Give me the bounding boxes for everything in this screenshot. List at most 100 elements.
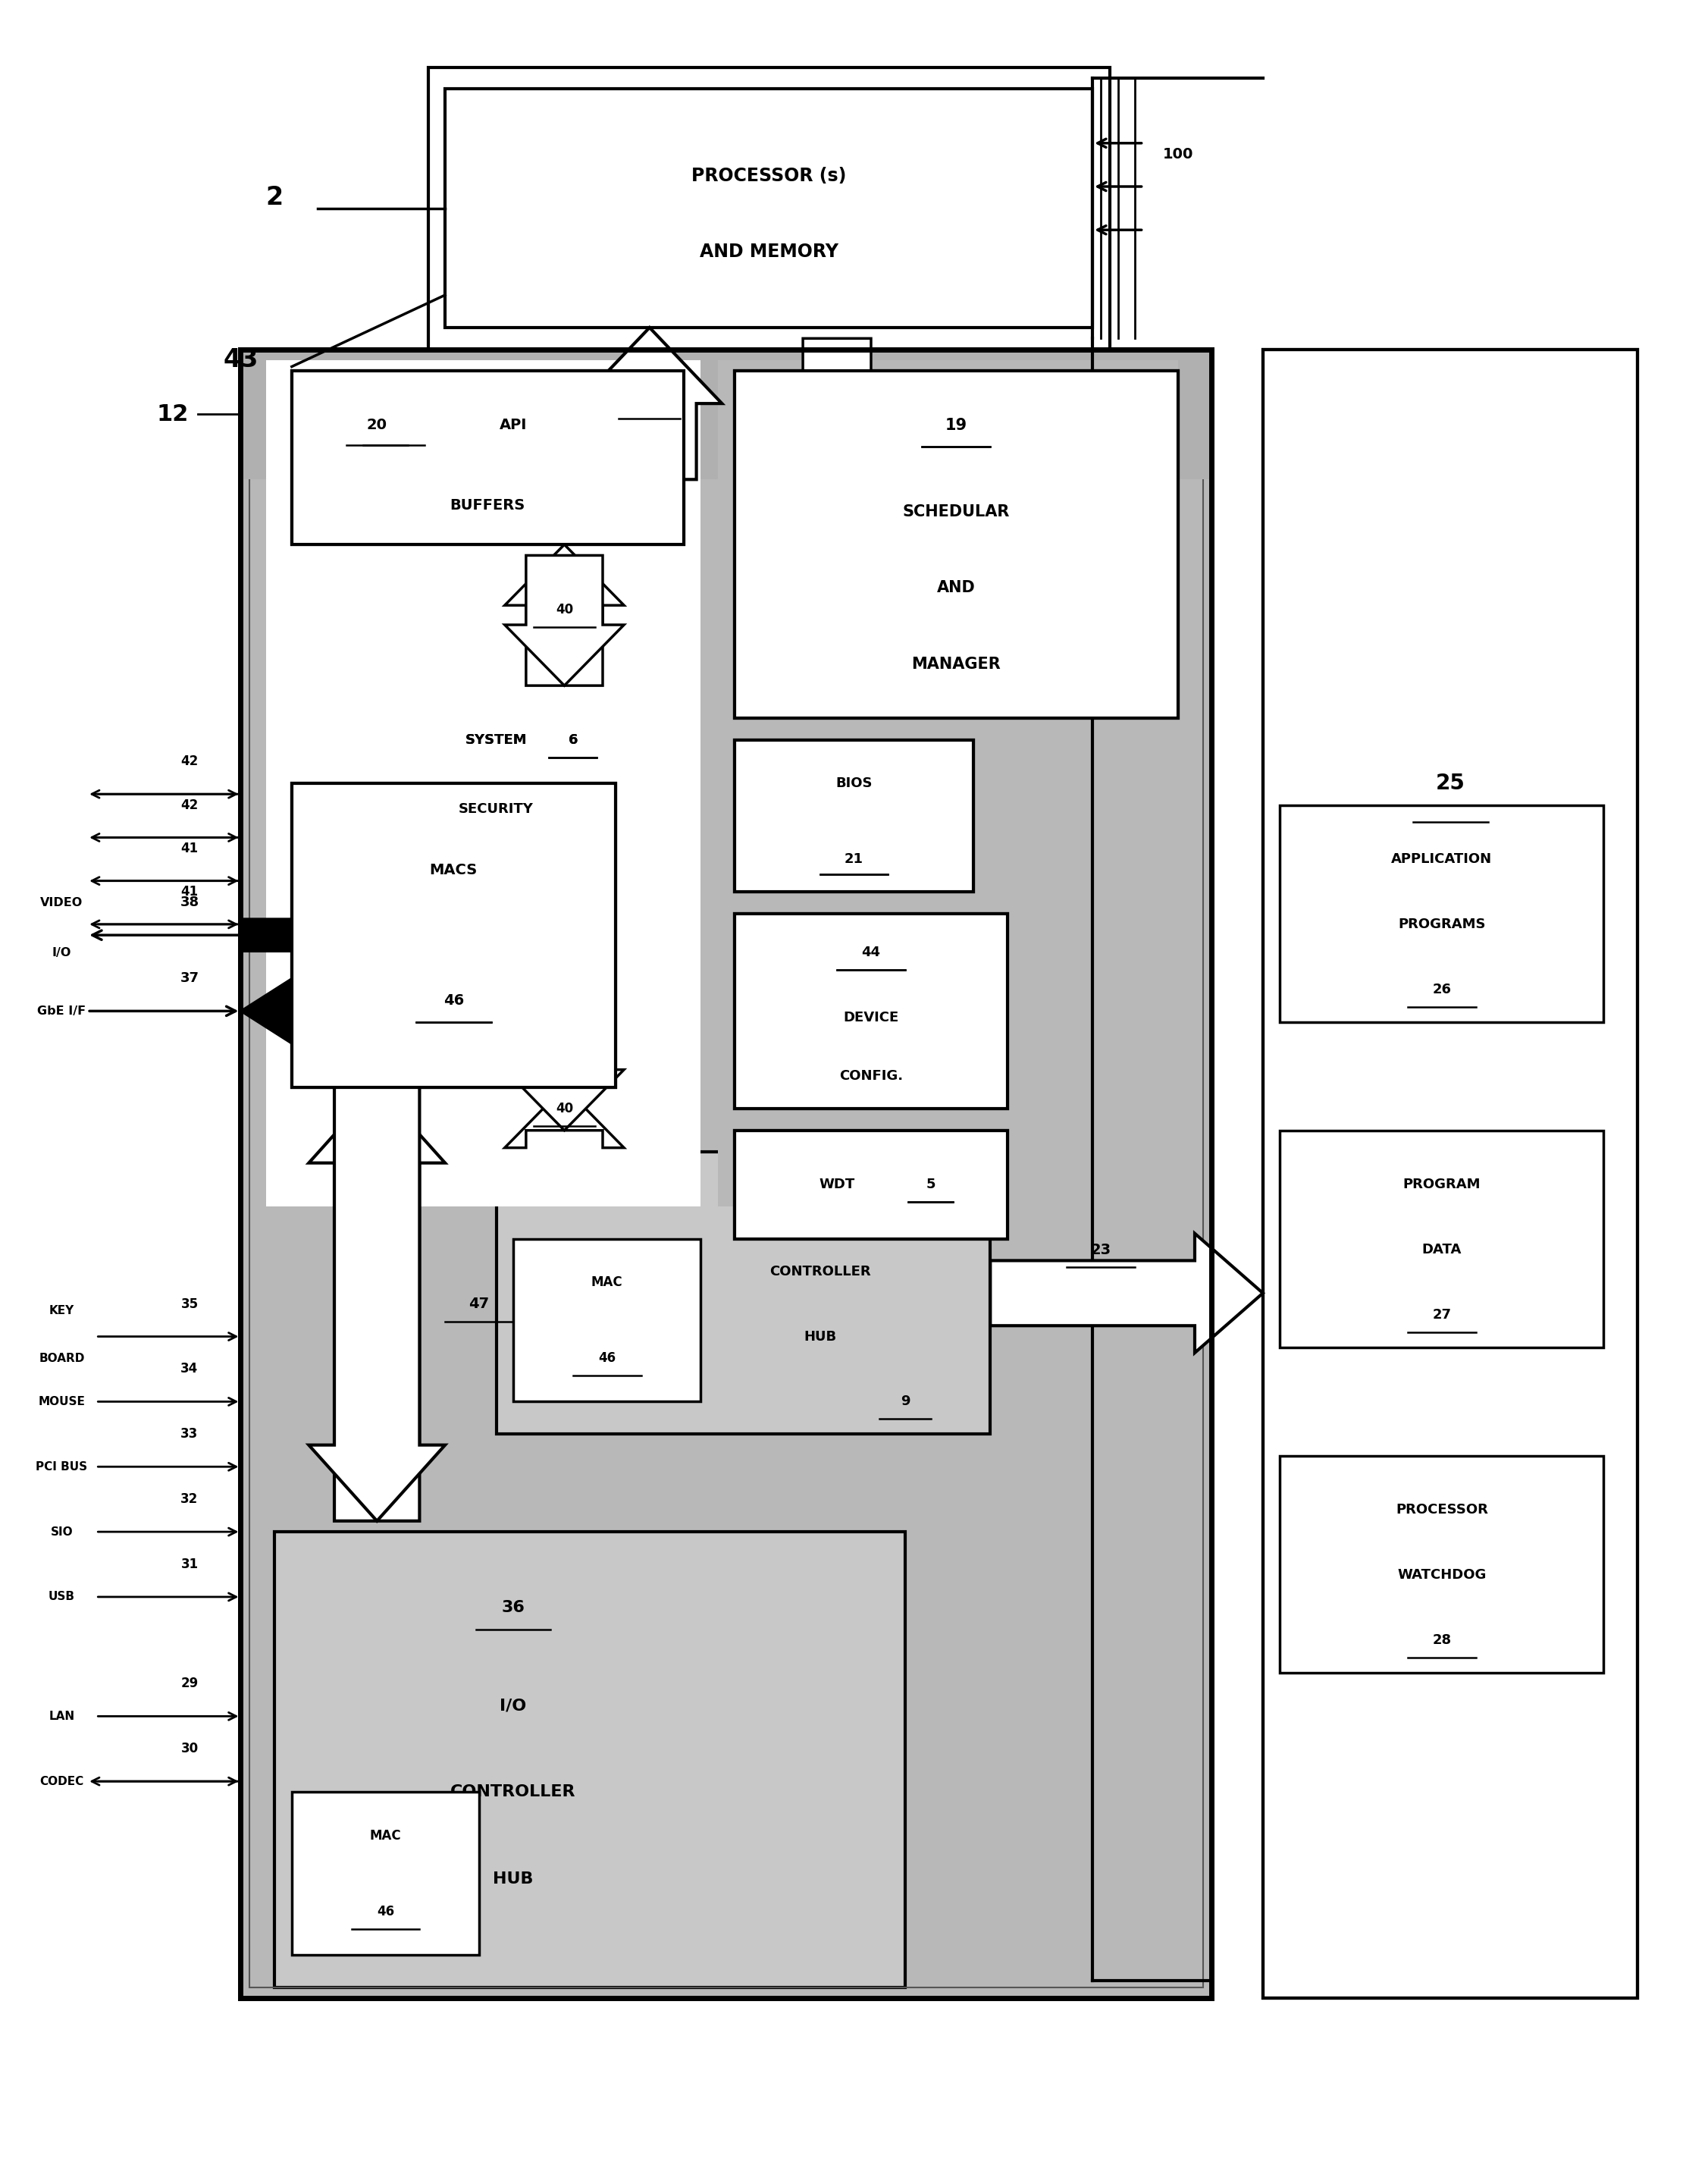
- Text: HUB: HUB: [494, 1872, 533, 1887]
- Text: MACS: MACS: [430, 863, 478, 878]
- Bar: [446, 89, 1093, 328]
- Text: 5: 5: [926, 1178, 936, 1191]
- Bar: [275, 1533, 905, 1987]
- Text: MOUSE: MOUSE: [38, 1396, 85, 1407]
- Text: 28: 28: [1433, 1633, 1452, 1648]
- Text: 47: 47: [470, 1296, 490, 1311]
- Text: 20: 20: [367, 417, 388, 433]
- FancyArrow shape: [577, 328, 722, 480]
- Text: 40: 40: [640, 396, 659, 411]
- Text: SYSTEM: SYSTEM: [465, 733, 528, 746]
- Text: 21: 21: [844, 852, 864, 865]
- Text: WDT: WDT: [820, 1178, 856, 1191]
- Text: DEVICE: DEVICE: [844, 1011, 898, 1024]
- Bar: [292, 1791, 480, 1954]
- Bar: [1279, 1130, 1604, 1348]
- Bar: [734, 739, 974, 891]
- Text: VIDEO: VIDEO: [41, 898, 84, 909]
- Text: BIOS: BIOS: [835, 776, 873, 789]
- Text: 34: 34: [181, 1363, 198, 1376]
- Text: 19: 19: [945, 417, 967, 433]
- FancyArrow shape: [241, 902, 497, 967]
- Bar: [292, 372, 683, 544]
- Text: 40: 40: [555, 1102, 574, 1115]
- Text: LAN: LAN: [50, 1711, 75, 1722]
- Text: I/O: I/O: [500, 1698, 526, 1713]
- Text: APPLICATION: APPLICATION: [1392, 852, 1493, 865]
- Text: 38: 38: [179, 896, 200, 909]
- Text: 46: 46: [377, 1904, 395, 1917]
- Text: 5: 5: [926, 1178, 936, 1191]
- Text: DATA: DATA: [1423, 1244, 1462, 1257]
- Text: 40: 40: [555, 602, 574, 617]
- Bar: [249, 361, 1202, 1987]
- Text: 26: 26: [1433, 983, 1452, 996]
- Text: BIOS: BIOS: [835, 776, 873, 789]
- Text: SYSTEM: SYSTEM: [465, 733, 528, 746]
- FancyArrow shape: [506, 1070, 623, 1130]
- FancyArrow shape: [309, 1087, 446, 1522]
- Text: 12: 12: [157, 404, 188, 426]
- Text: 100: 100: [1163, 148, 1192, 161]
- Text: CODEC: CODEC: [39, 1776, 84, 1787]
- FancyArrow shape: [506, 554, 623, 685]
- Text: PCI BUS: PCI BUS: [36, 1461, 87, 1472]
- Text: 42: 42: [181, 798, 198, 811]
- Bar: [1262, 350, 1638, 1998]
- FancyArrow shape: [506, 544, 623, 685]
- Text: PROCESSOR (s): PROCESSOR (s): [692, 167, 845, 185]
- Text: 46: 46: [598, 1352, 615, 1365]
- Text: 42: 42: [181, 754, 198, 767]
- Text: BUFFERS: BUFFERS: [451, 498, 526, 513]
- Text: HUB: HUB: [803, 1330, 837, 1344]
- Text: 44: 44: [861, 946, 881, 959]
- Bar: [734, 372, 1179, 717]
- Text: PROCESSOR: PROCESSOR: [1395, 1502, 1488, 1517]
- FancyArrow shape: [777, 339, 897, 480]
- Text: 2: 2: [266, 185, 284, 211]
- Bar: [734, 913, 1008, 1109]
- Bar: [1279, 804, 1604, 1022]
- Text: I/O: I/O: [53, 948, 72, 959]
- Text: 9: 9: [900, 1396, 910, 1409]
- Text: SECURITY: SECURITY: [459, 802, 533, 815]
- Text: 29: 29: [181, 1676, 198, 1691]
- Text: SCHEDULAR: SCHEDULAR: [902, 504, 1009, 520]
- Text: 41: 41: [181, 841, 198, 854]
- Bar: [512, 1239, 700, 1402]
- Bar: [734, 913, 1008, 1109]
- Text: USB: USB: [48, 1591, 75, 1602]
- Bar: [734, 739, 974, 891]
- Text: AND MEMORY: AND MEMORY: [700, 243, 839, 261]
- Text: WDT: WDT: [820, 1178, 856, 1191]
- Bar: [292, 372, 683, 544]
- Text: 36: 36: [502, 1600, 524, 1615]
- Text: DEVICE: DEVICE: [844, 1011, 898, 1024]
- Text: AND: AND: [938, 580, 975, 596]
- Bar: [1279, 1457, 1604, 1672]
- FancyArrow shape: [241, 978, 497, 1044]
- Bar: [292, 783, 615, 1087]
- Text: MAC: MAC: [369, 1828, 401, 1841]
- Text: 32: 32: [181, 1491, 198, 1507]
- Text: 27: 27: [1433, 1309, 1452, 1322]
- Bar: [734, 372, 1179, 717]
- Text: API: API: [516, 417, 545, 433]
- Text: AND: AND: [938, 580, 975, 596]
- Text: PROGRAM: PROGRAM: [1402, 1178, 1481, 1191]
- Text: MEMORY: MEMORY: [786, 1200, 854, 1213]
- Text: 41: 41: [181, 885, 198, 898]
- Bar: [429, 67, 1110, 350]
- Text: 43: 43: [224, 348, 258, 372]
- Bar: [241, 350, 1211, 1998]
- Text: 19: 19: [945, 417, 967, 433]
- Text: 35: 35: [181, 1298, 198, 1311]
- Text: CONFIG.: CONFIG.: [839, 1070, 904, 1083]
- Text: 33: 33: [181, 1428, 198, 1441]
- Bar: [497, 1152, 991, 1435]
- Bar: [241, 350, 1211, 480]
- Text: WATCHDOG: WATCHDOG: [1397, 1567, 1486, 1583]
- Text: MAC: MAC: [591, 1276, 623, 1289]
- Bar: [266, 361, 700, 1207]
- Text: 44: 44: [861, 946, 881, 959]
